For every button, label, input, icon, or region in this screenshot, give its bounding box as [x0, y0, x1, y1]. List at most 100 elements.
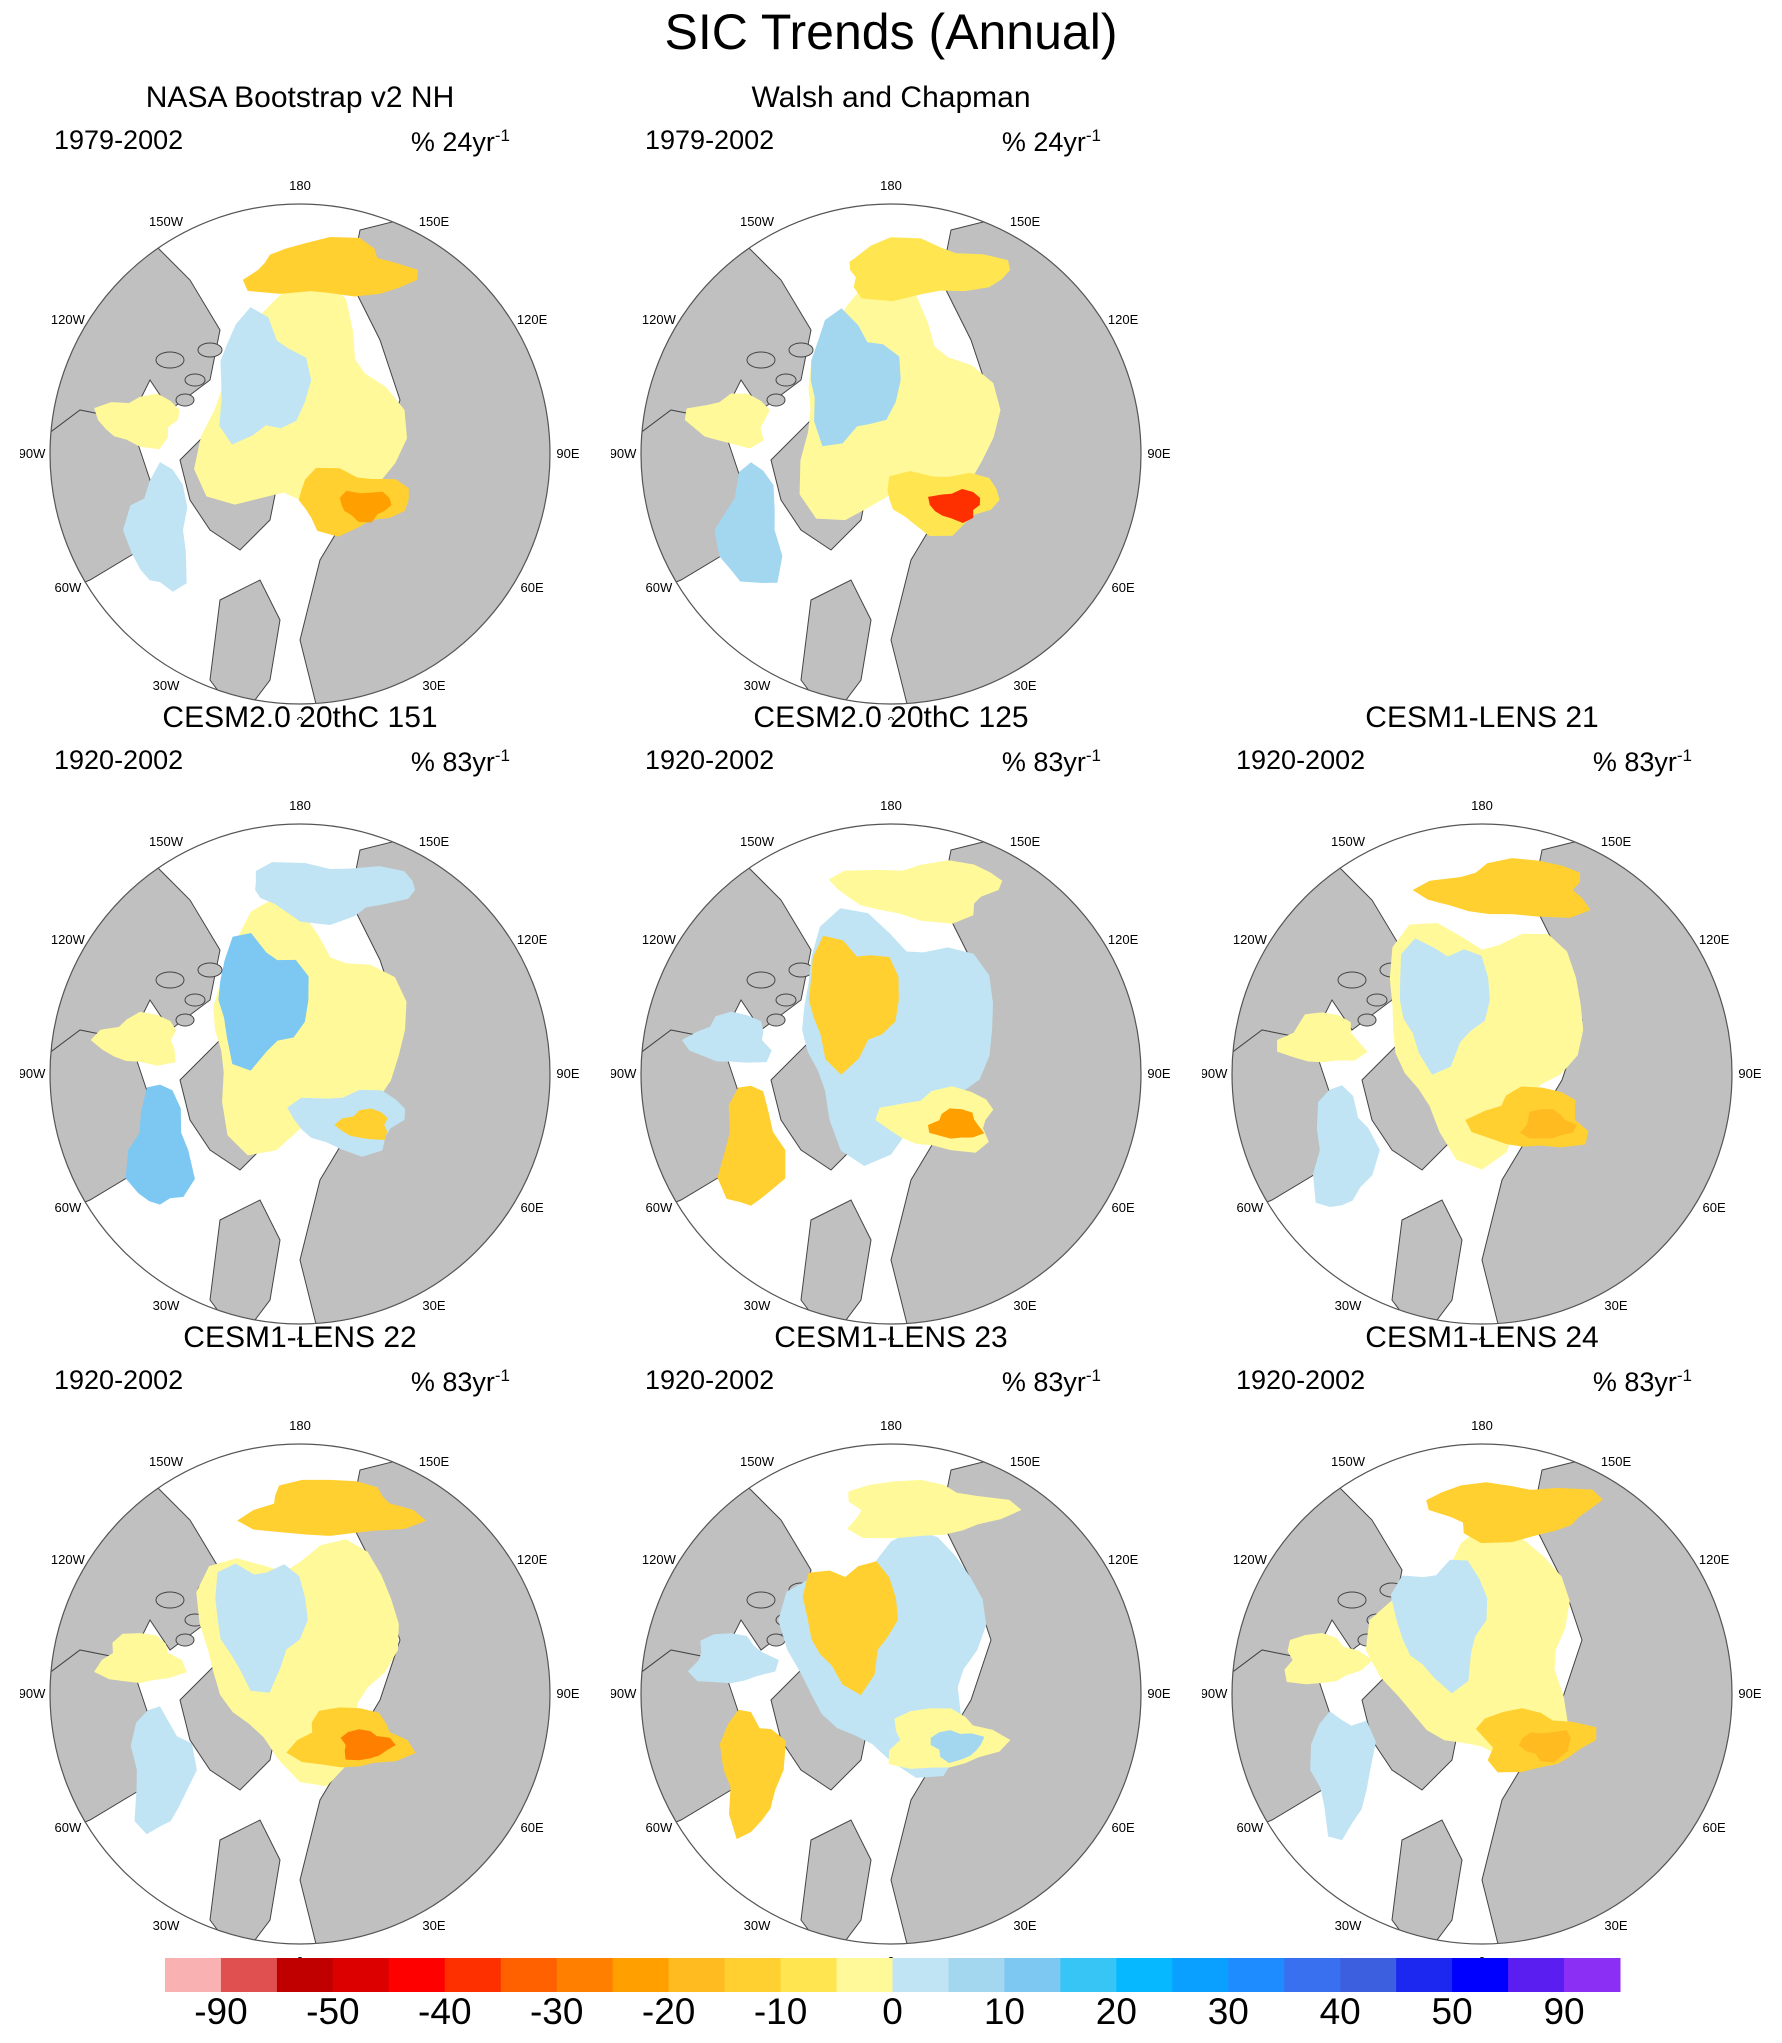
sic-field-hotspot	[1518, 1730, 1571, 1763]
colorbar-swatch	[892, 1958, 949, 1992]
land-europe	[209, 579, 281, 704]
colorbar-tick-label: 10	[983, 1991, 1025, 2032]
panel-title: CESM1-LENS 22	[183, 1321, 417, 1354]
longitude-label: 120W	[1233, 1552, 1268, 1567]
map-panel: 180 150W 120W 90W 60W 30W 0 30E 60E 90E 120E 150E NA…	[20, 80, 580, 720]
panel-period: 1920-2002	[1236, 1365, 1366, 1395]
sic-field-labrador	[125, 1084, 195, 1205]
colorbar-swatch	[165, 1958, 222, 1992]
longitude-label: 120W	[642, 932, 677, 947]
units-superscript: -1	[494, 126, 510, 145]
colorbar-swatch	[948, 1958, 1005, 1992]
land-island	[155, 351, 185, 369]
colorbar-swatch	[1284, 1958, 1341, 1992]
land-island	[775, 373, 797, 387]
sic-field-labrador	[1313, 1085, 1380, 1207]
longitude-label: 180	[880, 178, 902, 193]
map-boundary	[1231, 823, 1733, 1325]
panel-title: Walsh and Chapman	[751, 81, 1031, 114]
longitude-label: 30E	[1013, 1918, 1036, 1933]
panel-units: % 83yr-1	[411, 1360, 510, 1398]
longitude-label: 180	[289, 1418, 311, 1433]
longitude-label: 0	[887, 1954, 894, 1960]
longitude-label: 180	[289, 798, 311, 813]
colorbar-swatch	[1564, 1958, 1621, 1992]
land-europe	[209, 1819, 281, 1944]
map-boundary	[49, 203, 551, 705]
longitude-label: 90E	[1738, 1066, 1761, 1081]
longitude-label: 60W	[55, 580, 82, 595]
longitude-label: 30W	[153, 1918, 180, 1933]
longitude-label: 30W	[1335, 1918, 1362, 1933]
colorbar-swatch	[780, 1958, 838, 1992]
sic-field-basin	[808, 935, 899, 1075]
panel-title: CESM1-LENS 23	[774, 1321, 1008, 1354]
sic-field-siberian	[242, 237, 418, 297]
longitude-label: 30W	[744, 1298, 771, 1313]
longitude-label: 120W	[642, 1552, 677, 1567]
longitude-label: 180	[1471, 1418, 1493, 1433]
land-island	[788, 342, 814, 358]
longitude-label: 150W	[149, 214, 184, 229]
longitude-label: 90W	[611, 1686, 637, 1701]
land-island	[746, 971, 776, 989]
colorbar-swatch	[1452, 1958, 1509, 1992]
map-panel: 180 150W 120W 90W 60W 30W 0 30E 60E 90E 120E 150E CE…	[20, 700, 580, 1340]
longitude-label: 60E	[521, 1200, 544, 1215]
longitude-label: 60E	[1703, 1200, 1726, 1215]
colorbar-tick-label: 40	[1319, 1991, 1361, 2032]
longitude-label: 150E	[1010, 834, 1041, 849]
colorbar-swatch	[1004, 1958, 1061, 1992]
longitude-label: 30W	[1335, 1298, 1362, 1313]
land-island	[1337, 971, 1367, 989]
units-superscript: -1	[1085, 746, 1101, 765]
longitude-label: 150W	[1331, 1454, 1366, 1469]
land-island	[175, 1633, 195, 1647]
longitude-label: 120E	[517, 932, 548, 947]
sic-field-hotspot	[340, 1729, 396, 1761]
longitude-label: 30W	[153, 678, 180, 693]
sic-field-hotspot	[1519, 1109, 1577, 1139]
sic-field-labrador	[123, 462, 188, 592]
sic-field-hudson	[687, 1633, 779, 1684]
panel-period: 1920-2002	[645, 1365, 775, 1395]
colorbar-swatch	[332, 1958, 390, 1992]
units-text: % 83yr	[1592, 1367, 1677, 1397]
sic-field-labrador	[714, 462, 783, 583]
longitude-label: 90W	[20, 446, 46, 461]
land-europe	[800, 1199, 872, 1324]
longitude-label: 120E	[1699, 932, 1730, 947]
longitude-label: 0	[296, 1954, 303, 1960]
land-island	[155, 971, 185, 989]
colorbar-swatch	[556, 1958, 614, 1992]
longitude-label: 150E	[419, 834, 450, 849]
land-island	[766, 1633, 786, 1647]
sic-field-basin	[802, 1561, 898, 1696]
sic-field-hotspot	[930, 1730, 985, 1764]
map-panel: 180 150W 120W 90W 60W 30W 0 30E 60E 90E 120E 150E Wa…	[611, 80, 1171, 720]
longitude-label: 90E	[1738, 1686, 1761, 1701]
panel-period: 1920-2002	[54, 1365, 184, 1395]
longitude-label: 120E	[517, 312, 548, 327]
longitude-label: 0	[296, 714, 303, 720]
map-panel: 180 150W 120W 90W 60W 30W 0 30E 60E 90E 120E 150E CE…	[20, 1320, 580, 1960]
panel-title: CESM2.0 20thC 125	[753, 701, 1029, 734]
longitude-label: 60E	[1112, 580, 1135, 595]
longitude-label: 30E	[422, 678, 445, 693]
longitude-label: 60E	[521, 580, 544, 595]
land-island	[197, 962, 223, 978]
longitude-label: 60E	[1703, 1820, 1726, 1835]
longitude-label: 120E	[1108, 1552, 1139, 1567]
longitude-label: 90W	[1202, 1066, 1228, 1081]
units-superscript: -1	[1676, 1366, 1692, 1385]
sic-field-hotspot	[928, 489, 981, 523]
sic-field-siberian	[1426, 1482, 1603, 1544]
longitude-label: 90E	[556, 446, 579, 461]
sic-field-hudson	[90, 1011, 177, 1066]
units-text: % 83yr	[1001, 747, 1086, 777]
panel-title: CESM1-LENS 24	[1365, 1321, 1599, 1354]
map-boundary	[640, 203, 1142, 705]
land-island	[175, 1013, 195, 1027]
colorbar-swatch	[1060, 1958, 1117, 1992]
longitude-label: 150W	[740, 834, 775, 849]
